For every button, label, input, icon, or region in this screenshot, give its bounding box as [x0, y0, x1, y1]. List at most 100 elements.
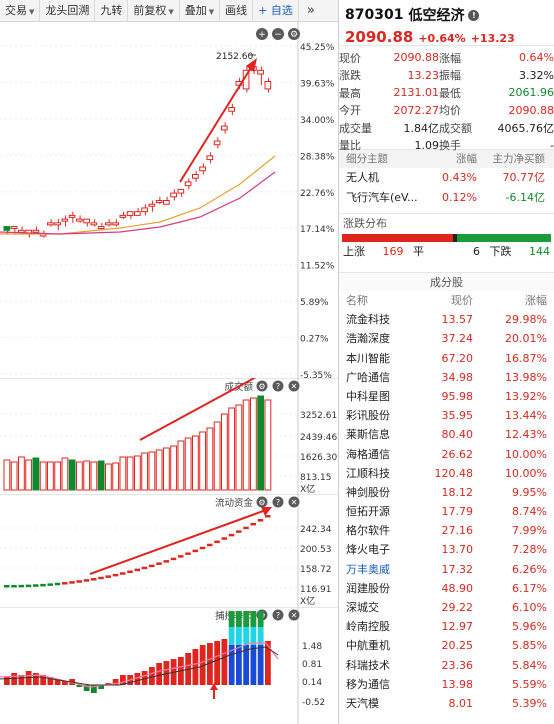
zoom-in-icon[interactable]: +	[256, 28, 268, 40]
flow-mark	[25, 584, 32, 588]
component-row[interactable]: 浩瀚深度 37.24 20.01%	[339, 329, 554, 348]
volume-axis-label: X亿	[300, 483, 315, 494]
kline-chart[interactable]: 45.25% 39.63% 34.00% 28.38% 22.76% 17.14% 11.5…	[0, 22, 338, 378]
toolbar-item-7[interactable]: »	[306, 2, 315, 18]
toolbar-item-6[interactable]: + 自选	[253, 0, 299, 22]
osc-bar	[91, 685, 97, 693]
component-row[interactable]: 深城交 29.22 6.10%	[339, 598, 554, 617]
osc-bar	[149, 667, 155, 685]
volume-bar	[105, 463, 112, 491]
osc-bar	[207, 643, 213, 685]
close-icon[interactable]: ✕	[288, 609, 300, 621]
component-row[interactable]: 格尔软件 27.16 7.99%	[339, 521, 554, 540]
candle	[192, 173, 199, 179]
component-change: 7.28%	[512, 543, 547, 557]
component-row[interactable]: 岭南控股 12.97 5.96%	[339, 617, 554, 636]
component-row[interactable]: 科瑞技术 23.36 5.84%	[339, 656, 554, 675]
osc-bar-blue	[250, 645, 257, 685]
kline-axis-label: 22.76%	[300, 189, 335, 199]
volume-bar	[54, 461, 62, 491]
topic-flow: -6.14亿	[505, 191, 545, 204]
component-row[interactable]: 烽火电子 13.70 7.28%	[339, 540, 554, 559]
component-row[interactable]: 恒拓开源 17.79 8.74%	[339, 502, 554, 521]
trend-arrow-head	[246, 58, 257, 72]
candle	[213, 140, 221, 146]
component-row[interactable]: 江顺科技 120.48 10.00%	[339, 464, 554, 483]
candle	[126, 211, 134, 216]
candle	[76, 218, 83, 222]
flow-mark	[207, 543, 213, 547]
component-row[interactable]: 海格通信 26.62 10.00%	[339, 445, 554, 464]
info-icon[interactable]: !	[468, 9, 480, 21]
topics-header-chg: 涨幅	[456, 153, 477, 165]
stat-value: 3.32%	[519, 68, 554, 82]
component-price: 13.70	[441, 543, 474, 557]
flow-mark	[105, 575, 111, 578]
gear-icon[interactable]: ⚙	[288, 28, 300, 40]
osc-bar	[76, 685, 83, 687]
toolbar-item-5[interactable]: 画线	[220, 0, 254, 22]
component-price: 29.22	[441, 601, 474, 614]
component-row[interactable]: 莱斯信息 80.40 12.43%	[339, 425, 554, 444]
flow-mark	[170, 557, 177, 561]
help-icon[interactable]: ?	[272, 380, 284, 392]
component-row[interactable]: 本川智能 67.20 16.87%	[339, 349, 554, 368]
components-title: 成分股	[339, 272, 554, 291]
settings-icon[interactable]: ⚙	[256, 496, 268, 508]
component-row[interactable]: 中科星图 95.98 13.92%	[339, 387, 554, 406]
stat-value: 0.64%	[519, 51, 554, 65]
candle	[112, 222, 119, 226]
candle	[47, 222, 54, 226]
component-change: 12.43%	[505, 428, 547, 442]
stat-value: 4065.76亿	[497, 121, 554, 135]
stat-label: 成交额	[439, 121, 472, 135]
component-name: 本川智能	[346, 351, 390, 365]
flat-label: 平	[413, 245, 424, 258]
zoom-out-icon[interactable]: −	[272, 28, 284, 40]
help-icon[interactable]: ?	[272, 609, 284, 621]
toolbar-item-1[interactable]: 龙头回溯	[40, 0, 96, 22]
close-icon[interactable]: ✕	[288, 380, 300, 392]
svg-text:?: ?	[276, 382, 280, 391]
stat-value: 2090.88	[508, 103, 554, 117]
toolbar-item-2[interactable]: 九转	[95, 0, 129, 22]
topic-row[interactable]: 飞行汽车(eV... 0.12% -6.14亿	[339, 188, 554, 208]
candle	[199, 166, 206, 172]
volume-bar	[76, 461, 83, 491]
topic-row[interactable]: 无人机 0.43% 70.77亿	[339, 168, 554, 188]
volume-bar	[83, 460, 91, 491]
component-price: 26.62	[441, 447, 474, 461]
flow-mark	[257, 519, 264, 522]
close-icon[interactable]: ✕	[288, 496, 300, 508]
component-row[interactable]: 万丰奥威 17.32 6.26%	[339, 560, 554, 579]
index-code: 870301	[345, 7, 404, 23]
component-name: 万丰奥威	[346, 562, 390, 576]
component-row[interactable]: 中航重机 20.25 5.85%	[339, 636, 554, 655]
component-row[interactable]: 润建股份 48.90 6.17%	[339, 579, 554, 598]
toolbar-item-0[interactable]: 交易 ▼	[0, 0, 41, 22]
candle	[54, 222, 61, 226]
topic-name: 飞行汽车(eV...	[346, 191, 418, 204]
flow-axis-label: 158.72	[300, 565, 332, 575]
component-row[interactable]: 彩讯股份 35.95 13.44%	[339, 406, 554, 425]
osc-bar-green	[243, 611, 250, 627]
osc-axis-label: -0.52	[302, 698, 325, 708]
osc-bar	[141, 671, 148, 685]
svg-text:?: ?	[276, 611, 280, 620]
oscillator-chart[interactable]: 捕捞季节⚙?✕1.480.810.14-0.52	[0, 607, 338, 724]
toolbar-item-4[interactable]: 叠加 ▼	[180, 0, 221, 22]
component-name: 浩瀚深度	[346, 332, 390, 346]
help-icon[interactable]: ?	[272, 496, 284, 508]
component-row[interactable]: 天汽模 8.01 5.39%	[339, 694, 554, 713]
component-row[interactable]: 广哈通信 34.98 13.98%	[339, 368, 554, 387]
toolbar-item-3[interactable]: 前复权 ▼	[128, 0, 180, 22]
component-row[interactable]: 流金科技 13.57 29.98%	[339, 310, 554, 329]
osc-axis-label: 0.14	[302, 678, 322, 688]
osc-bar	[221, 639, 228, 685]
settings-icon[interactable]: ⚙	[256, 380, 268, 392]
comp-header-chg: 涨幅	[525, 294, 547, 307]
component-row[interactable]: 神剑股份 18.12 9.95%	[339, 483, 554, 502]
component-row[interactable]: 移为通信 13.98 5.59%	[339, 675, 554, 694]
